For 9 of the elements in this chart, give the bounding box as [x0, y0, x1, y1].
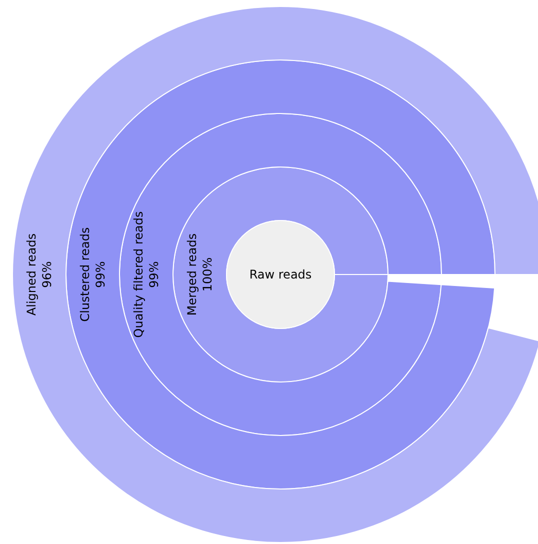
category-label: Merged reads: [185, 233, 200, 316]
category-label: Aligned reads: [24, 233, 39, 316]
data-label: 99%: [146, 261, 161, 288]
category-label: Quality filtered reads: [132, 211, 146, 338]
data-label: 96%: [40, 261, 54, 288]
category-label: Clustered reads: [78, 227, 92, 322]
data-label: 99%: [93, 261, 108, 288]
text: Raw reads: [249, 268, 312, 282]
data-label: 100%: [200, 257, 214, 292]
